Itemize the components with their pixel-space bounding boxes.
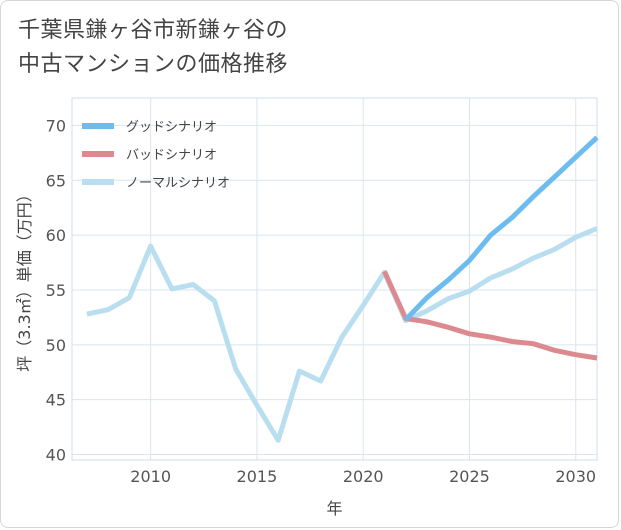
series-line-normal — [86, 226, 598, 443]
chart-title-line1: 千葉県鎌ヶ谷市新鎌ヶ谷の — [18, 18, 289, 43]
series-lines — [86, 135, 599, 443]
chart-title-line2: 中古マンションの価格推移 — [18, 52, 289, 77]
legend-label-good: グッドシナリオ — [126, 120, 217, 135]
y-axis-ticks: 40 45 50 55 60 65 70 — [46, 116, 66, 464]
grid-lines — [72, 98, 597, 460]
x-tick-label: 2030 — [555, 467, 596, 486]
plot-area-border — [71, 97, 598, 461]
series-line-good — [403, 135, 599, 322]
y-tick-label: 70 — [46, 116, 66, 135]
y-tick-label: 60 — [46, 226, 66, 245]
y-axis-label: 坪（3.3㎡）単価（万円） — [15, 186, 34, 371]
y-tick-label: 40 — [46, 446, 66, 465]
legend-label-bad: バッドシナリオ — [126, 148, 217, 163]
y-tick-label: 45 — [46, 391, 66, 410]
x-axis-ticks: 2010 2015 2020 2025 2030 — [130, 467, 596, 486]
y-tick-label: 65 — [46, 171, 66, 190]
series-line-bad — [382, 270, 598, 361]
chart-title: 千葉県鎌ヶ谷市新鎌ヶ谷の 中古マンションの価格推移 — [18, 14, 438, 82]
y-tick-label: 50 — [46, 336, 66, 355]
y-tick-label: 55 — [46, 281, 66, 300]
x-tick-label: 2025 — [449, 467, 490, 486]
x-tick-label: 2015 — [237, 467, 278, 486]
x-axis-label: 年 — [326, 499, 342, 518]
legend-label-normal: ノーマルシナリオ — [126, 176, 230, 191]
x-tick-label: 2010 — [130, 467, 171, 486]
x-tick-label: 2020 — [343, 467, 384, 486]
